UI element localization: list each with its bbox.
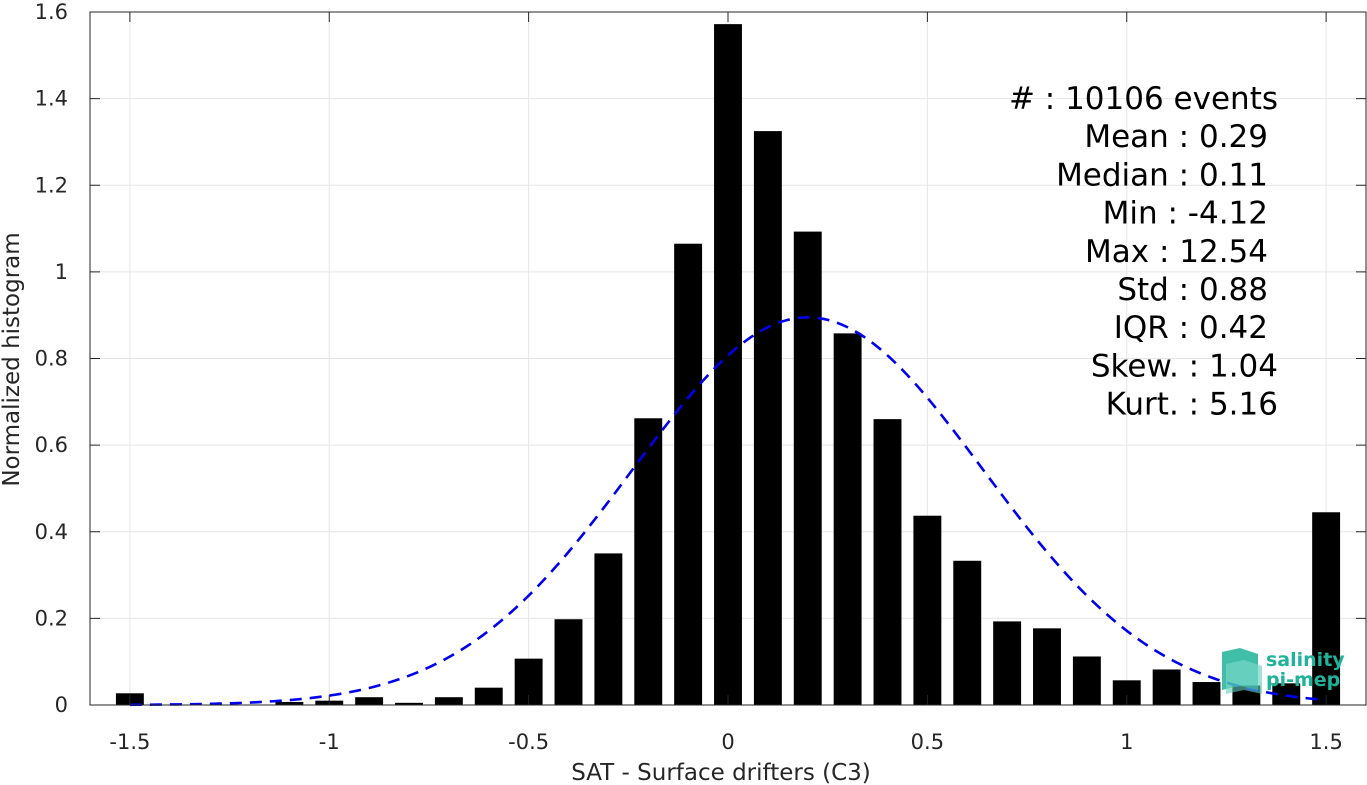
histogram-bar [753, 131, 782, 705]
histogram-bar [355, 697, 384, 705]
salinity-pimep-logo: salinity pi-mep [1222, 648, 1345, 694]
x-tick-label: -1.5 [109, 730, 150, 754]
x-tick-label: 0 [721, 730, 734, 754]
y-tick-label: 1 [55, 260, 68, 284]
stat-std: Std : 0.88 [1117, 272, 1268, 308]
x-tick-label: 0.5 [911, 730, 944, 754]
histogram-bar [1072, 656, 1101, 705]
histogram-bar [833, 333, 862, 705]
statistics-annotation: # : 10106 events Mean : 0.29 Median : 0.… [1009, 81, 1278, 423]
y-axis-label: Normalized histogram [0, 232, 25, 486]
histogram-bar [474, 687, 503, 705]
logo-line-1: salinity [1266, 649, 1345, 671]
stat-events: # : 10106 events [1009, 81, 1278, 117]
stat-mean: Mean : 0.29 [1084, 119, 1268, 155]
logo-line-2: pi-mep [1266, 669, 1340, 691]
x-axis-label: SAT - Surface drifters (C3) [571, 760, 871, 785]
logo-emblem-icon [1222, 648, 1262, 694]
histogram-bar [873, 419, 902, 705]
x-tick-label: -0.5 [508, 730, 549, 754]
histogram-bar [1152, 669, 1181, 705]
histogram-bar [953, 560, 982, 705]
histogram-bar [395, 702, 423, 705]
stat-median: Median : 0.11 [1056, 157, 1268, 193]
y-tick-label: 1.2 [35, 173, 68, 197]
y-tick-label: 0.6 [35, 433, 68, 457]
y-axis-ticks: 0 0.2 0.4 0.6 0.8 1 1.2 1.4 1.6 [35, 0, 1366, 717]
histogram-bar [1033, 628, 1061, 705]
stat-max: Max : 12.54 [1085, 234, 1268, 270]
stat-iqr: IQR : 0.42 [1114, 310, 1268, 346]
stat-skew: Skew. : 1.04 [1091, 348, 1278, 384]
histogram-bar [594, 553, 623, 705]
histogram-bar [554, 619, 583, 705]
histogram-bar [1272, 683, 1301, 705]
y-tick-label: 0.8 [35, 347, 68, 371]
x-tick-label: 1.5 [1309, 730, 1342, 754]
x-tick-label: 1 [1120, 730, 1133, 754]
y-tick-label: 1.6 [35, 0, 68, 24]
histogram-bar [1192, 682, 1221, 705]
normal-fit-curve [129, 316, 1327, 707]
histogram-bar [913, 515, 942, 705]
histogram-bar [1312, 512, 1341, 705]
x-axis-ticks: -1.5 -1 -0.5 0 0.5 1 1.5 [109, 12, 1343, 754]
stat-kurt: Kurt. : 5.16 [1106, 387, 1278, 423]
histogram-bars [115, 24, 1341, 706]
y-tick-label: 1.4 [35, 87, 68, 111]
y-tick-label: 0.2 [35, 606, 68, 630]
x-tick-label: -1 [319, 730, 340, 754]
histogram-bar [674, 243, 703, 706]
histogram-bar [434, 697, 463, 705]
y-tick-label: 0.4 [35, 520, 68, 544]
histogram-bar [793, 231, 822, 706]
y-tick-label: 0 [55, 693, 68, 717]
histogram-bar [275, 701, 304, 705]
stat-min: Min : -4.12 [1103, 196, 1268, 232]
histogram-bar [634, 418, 663, 705]
histogram-bar [993, 621, 1022, 705]
